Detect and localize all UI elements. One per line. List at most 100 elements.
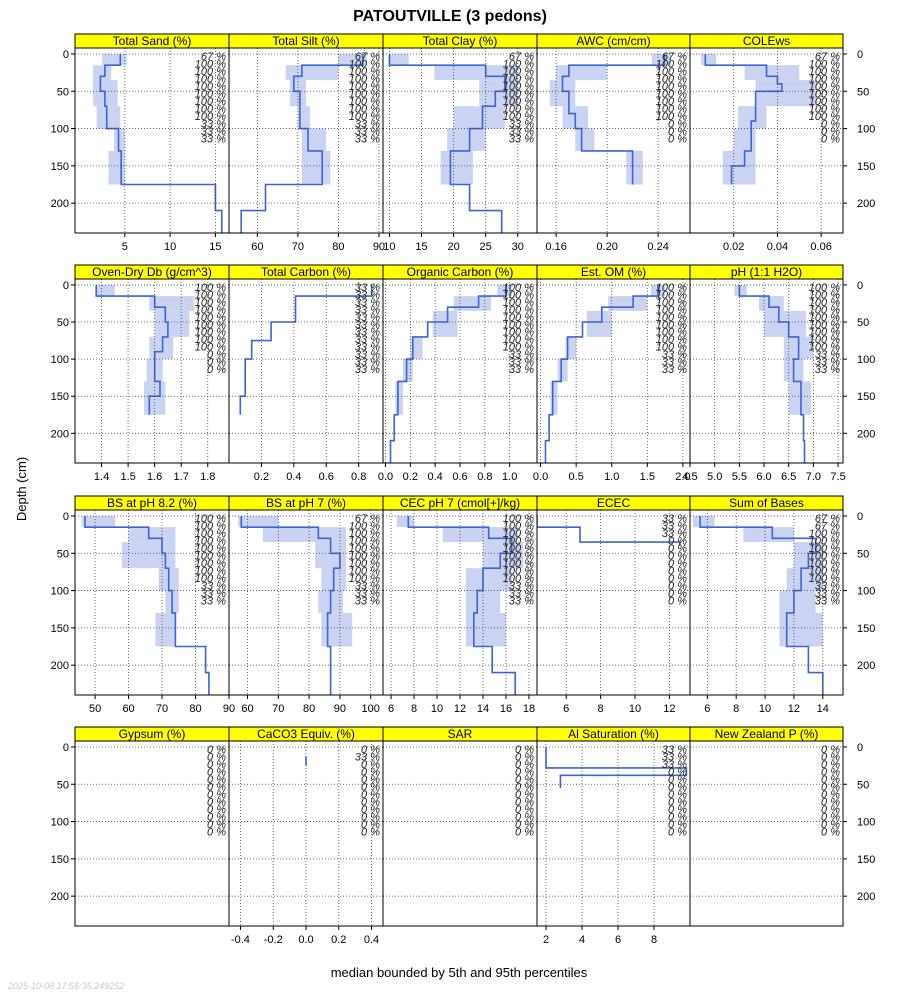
x-tick-label: 0.06 xyxy=(810,241,831,253)
panel-2: Total Silt (%)67 %100 %100 %100 %100 %10… xyxy=(228,33,385,253)
x-tick-label: 15 xyxy=(415,241,427,253)
data-percentage-label: 0 % xyxy=(668,819,687,831)
data-percentage-label: 100 % xyxy=(656,96,687,108)
data-percentage-label: 100 % xyxy=(503,89,534,101)
data-percentage-label: 33 % xyxy=(815,580,840,592)
data-percentage-label: 33 % xyxy=(662,356,687,368)
data-percentage-label: 100 % xyxy=(809,327,840,339)
data-percentage-label: 100 % xyxy=(503,81,534,93)
data-percentage-label: 100 % xyxy=(503,573,534,585)
percentile-band xyxy=(692,515,715,528)
data-percentage-label: 100 % xyxy=(656,74,687,86)
data-percentage-label: 100 % xyxy=(349,558,380,570)
data-percentage-label: 33 % xyxy=(201,133,226,145)
panel-gridlines xyxy=(537,48,690,233)
data-percentage-label: 0 % xyxy=(821,126,840,138)
percentile-band xyxy=(149,296,195,311)
y-tick-label: 0 xyxy=(63,511,69,523)
panel-13: CEC pH 7 (cmol[+]/kg)100 %100 %100 %100 … xyxy=(382,495,538,715)
data-percentage-label: 0 % xyxy=(668,588,687,600)
y-tick-label: 100 xyxy=(51,354,69,366)
percentile-band xyxy=(700,53,717,66)
data-percentage-label: 0 % xyxy=(515,804,534,816)
data-percentage-label: 100 % xyxy=(349,74,380,86)
panel-frame xyxy=(689,740,844,927)
data-percentage-label: 0 % xyxy=(361,804,380,816)
data-percentage-label: 33 % xyxy=(355,126,380,138)
median-line xyxy=(95,284,169,415)
panel-title: ECEC xyxy=(597,496,631,510)
y-tick-label: 0 xyxy=(857,280,863,292)
data-percentage-label: 33 % xyxy=(662,759,687,771)
x-tick-label: 1.6 xyxy=(147,471,162,483)
data-percentage-label: 33 % xyxy=(355,356,380,368)
x-tick-label: 1.0 xyxy=(604,471,619,483)
data-percentage-label: 33 % xyxy=(355,282,380,294)
percentile-band xyxy=(395,381,403,415)
data-percentage-label: 0 % xyxy=(668,767,687,779)
percentile-band xyxy=(321,612,353,647)
data-percentage-label: 100 % xyxy=(195,282,226,294)
data-percentage-label: 100 % xyxy=(809,536,840,548)
x-tick-label: 0.2 xyxy=(403,471,418,483)
data-percentage-label: 33 % xyxy=(509,349,534,361)
data-percentage-label: 33 % xyxy=(509,588,534,600)
percentile-band xyxy=(556,65,608,81)
panel-data xyxy=(537,516,681,546)
panel-title: Gypsum (%) xyxy=(119,727,186,741)
data-percentage-label: 33 % xyxy=(509,118,534,130)
data-percentage-label: 0 % xyxy=(207,826,226,838)
percentile-band xyxy=(238,515,279,528)
panel-17: CaCO3 Equiv. (%)0 %33 %0 %0 %0 %0 %0 %0 … xyxy=(228,726,384,946)
y-tick-label: 50 xyxy=(857,86,869,98)
data-percentage-label: 100 % xyxy=(809,59,840,71)
data-percentage-label: 100 % xyxy=(195,342,226,354)
x-tick-label: 25 xyxy=(480,241,492,253)
data-percentage-label: 100 % xyxy=(503,111,534,123)
data-percentage-label: 67 % xyxy=(815,513,840,525)
x-tick-label: 5.5 xyxy=(732,471,747,483)
x-tick-label: 6 xyxy=(563,703,569,715)
panel-title: Total Carbon (%) xyxy=(261,265,351,279)
data-percentage-label: 33 % xyxy=(662,521,687,533)
data-percentage-label: 0 % xyxy=(821,782,840,794)
x-tick-label: 70 xyxy=(292,241,304,253)
data-percentage-label: 0 % xyxy=(668,536,687,548)
x-tick-label: 12 xyxy=(788,703,800,715)
data-percentage-label: 100 % xyxy=(349,521,380,533)
data-percentage-label: 33 % xyxy=(509,595,534,607)
x-tick-label: 1.8 xyxy=(200,471,215,483)
data-percentage-label: 0 % xyxy=(668,118,687,130)
data-percentage-label: 0 % xyxy=(821,759,840,771)
data-percentage-label: 100 % xyxy=(656,319,687,331)
data-percentage-label: 33 % xyxy=(201,588,226,600)
data-percentage-label: 100 % xyxy=(656,282,687,294)
data-percentage-label: 0 % xyxy=(515,819,534,831)
data-percentage-label: 100 % xyxy=(349,66,380,78)
x-tick-label: 8 xyxy=(651,934,657,946)
panel-data xyxy=(700,53,817,185)
panel-frame xyxy=(689,278,844,464)
data-percentage-label: 100 % xyxy=(195,59,226,71)
y-tick-label: 150 xyxy=(857,161,875,173)
y-tick-label: 100 xyxy=(857,586,875,598)
panel-title: BS at pH 8.2 (%) xyxy=(107,496,197,510)
percentile-band xyxy=(565,336,577,360)
percentile-band xyxy=(759,296,784,311)
percentile-band xyxy=(738,106,767,129)
data-percentage-label: 100 % xyxy=(656,327,687,339)
data-percentage-label: 33 % xyxy=(355,334,380,346)
data-percentage-label: 33 % xyxy=(201,118,226,130)
data-percentage-label: 33 % xyxy=(815,364,840,376)
panel-gridlines xyxy=(690,510,843,695)
data-percentage-label: 100 % xyxy=(503,521,534,533)
timestamp-label: 2025-10-08 17:55:35.249252 xyxy=(7,981,124,991)
data-percentage-label: 100 % xyxy=(503,297,534,309)
data-percentage-label: 67 % xyxy=(355,513,380,525)
data-percentage-label: 0 % xyxy=(821,118,840,130)
y-tick-label: 150 xyxy=(51,391,69,403)
y-tick-label: 50 xyxy=(57,317,69,329)
data-percentage-label: 100 % xyxy=(809,312,840,324)
data-percentage-label: 0 % xyxy=(207,744,226,756)
